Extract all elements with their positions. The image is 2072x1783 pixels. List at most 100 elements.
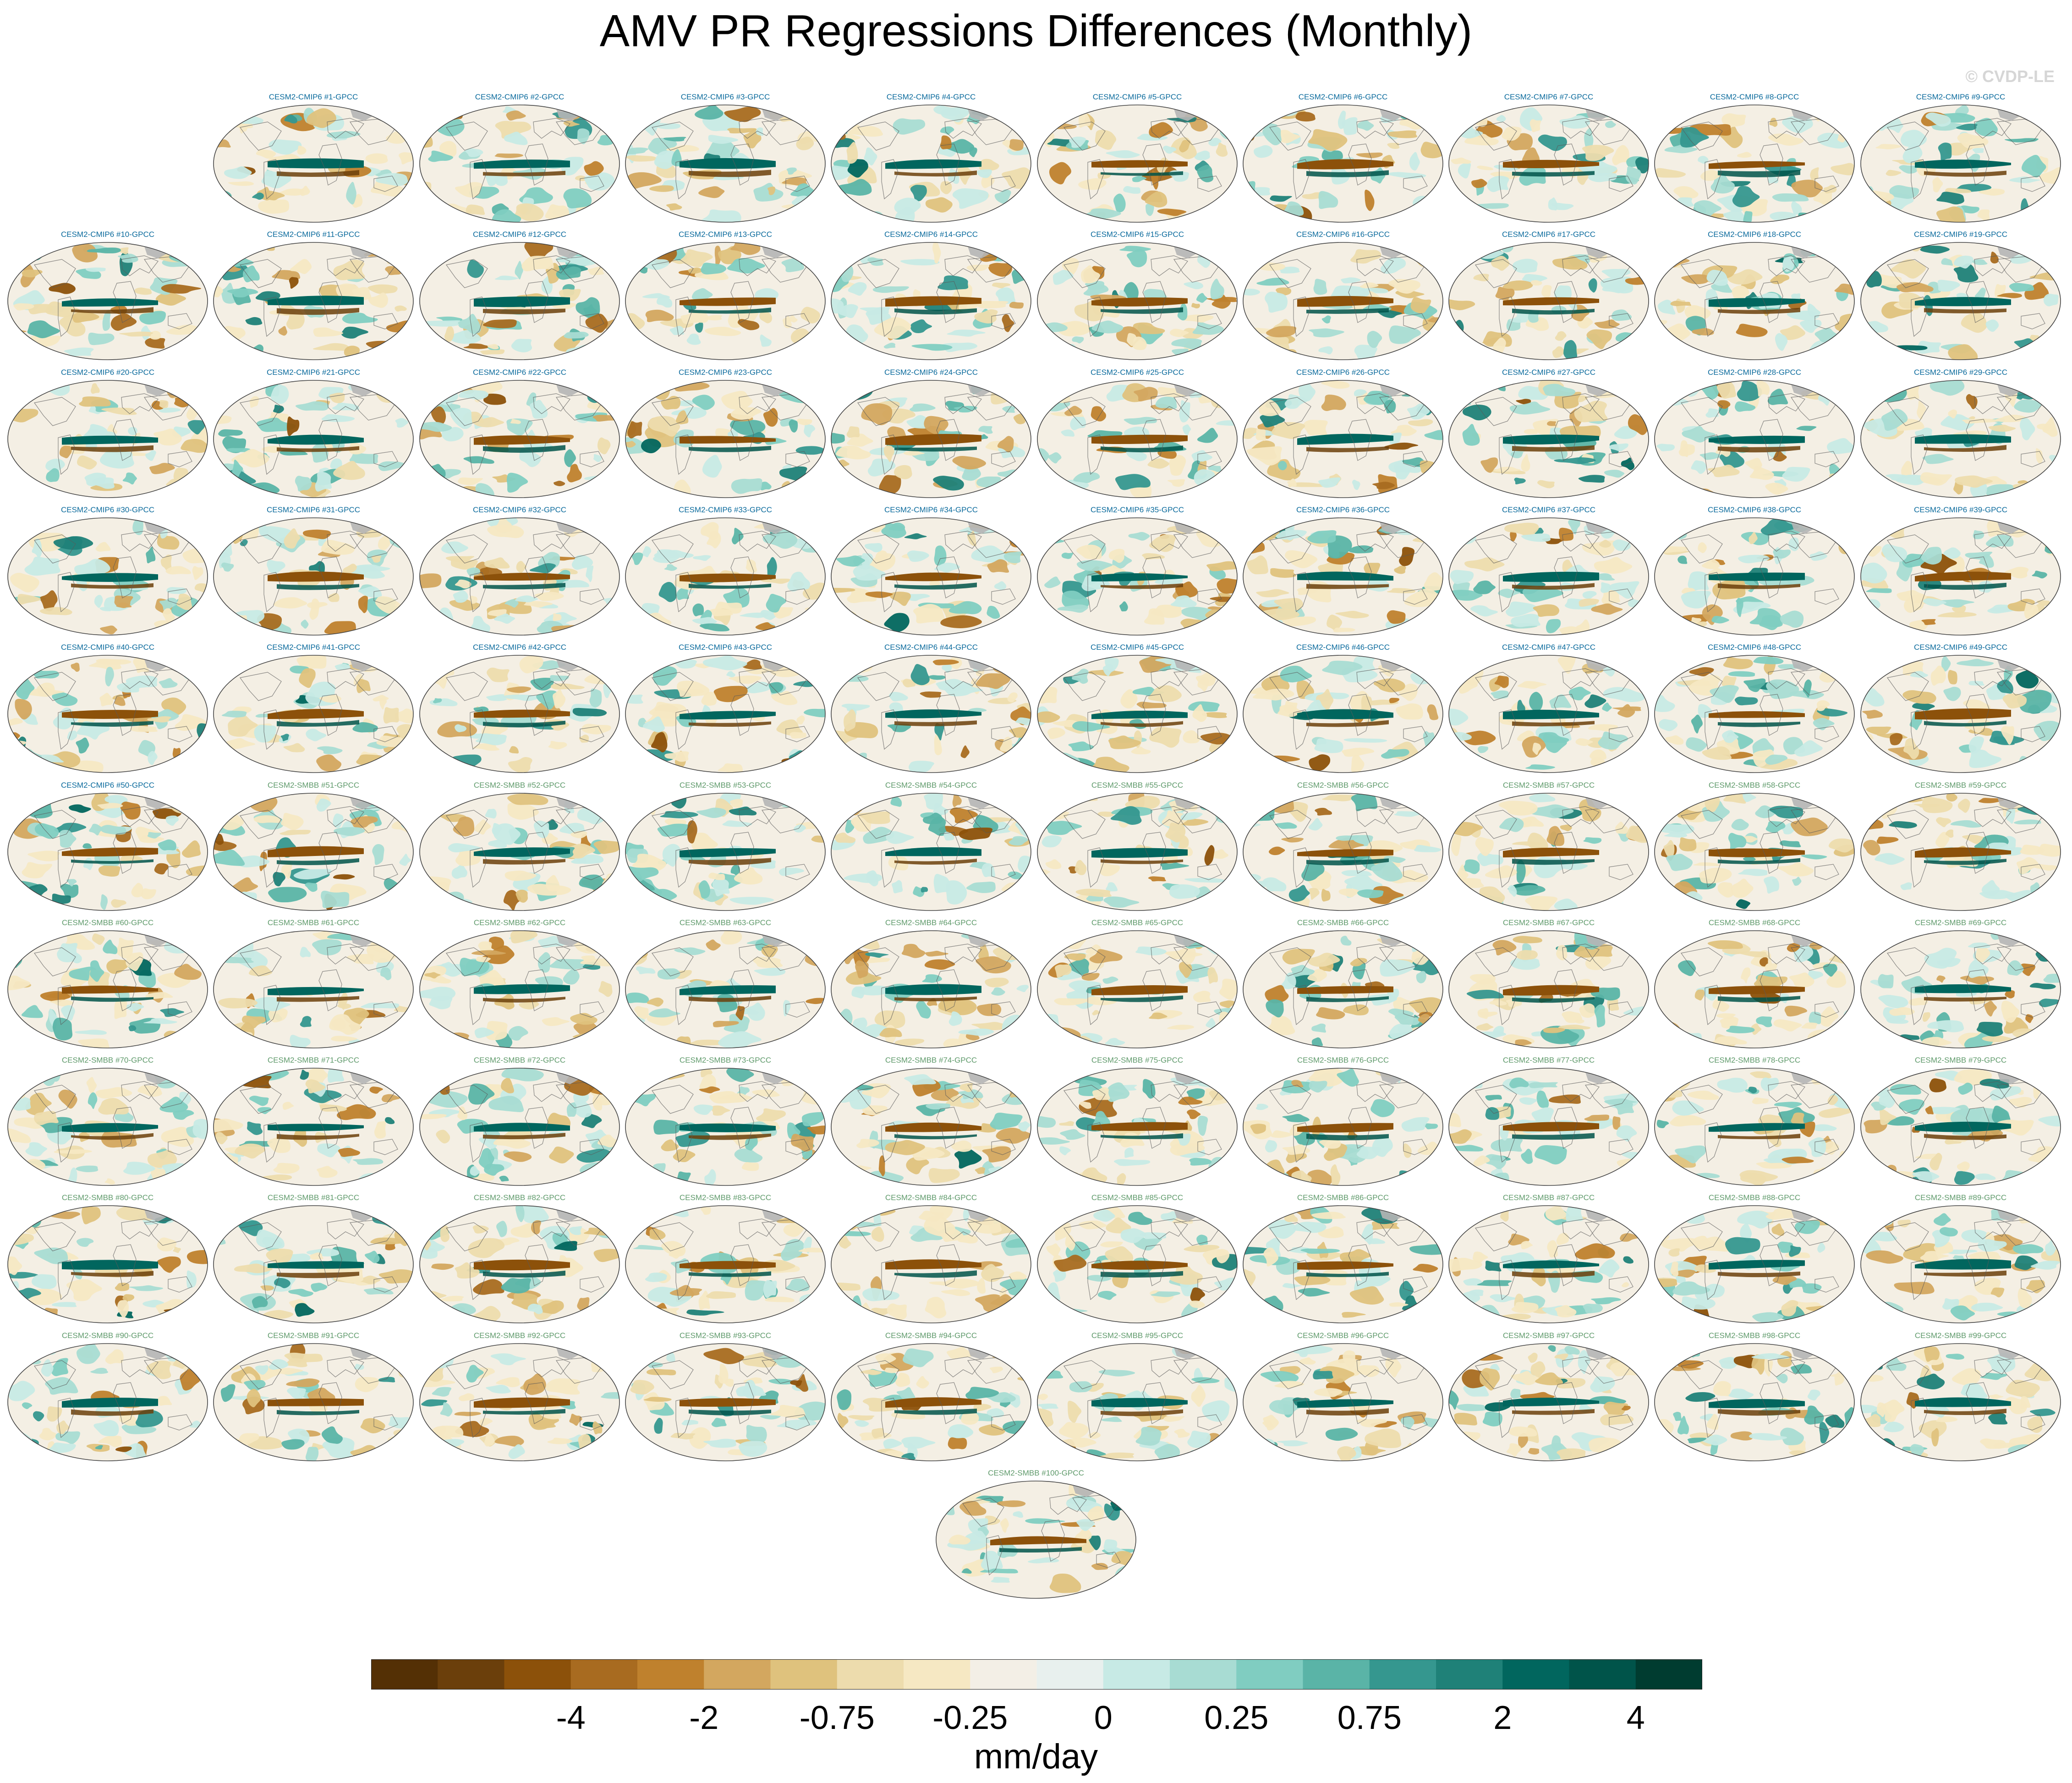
anomaly-region (1275, 822, 1297, 829)
coastline (1974, 806, 2012, 827)
precip-field (1449, 242, 1649, 360)
anomaly-region (429, 1304, 446, 1313)
coastline (1475, 121, 1517, 151)
anomaly-region (53, 536, 93, 550)
anomaly-region (158, 839, 176, 850)
anomaly-region (1756, 380, 1770, 397)
coastline (239, 672, 282, 701)
coastline (1680, 121, 1723, 151)
anomaly-region (395, 418, 409, 428)
anomaly-region (1204, 845, 1215, 866)
anomaly-region (234, 1143, 266, 1159)
anomaly-region (1254, 145, 1273, 158)
anomaly-region (511, 339, 532, 352)
anomaly-region (8, 1256, 22, 1275)
anomaly-region (274, 1278, 291, 1289)
anomaly-region (1394, 1038, 1416, 1048)
panel-title: CESM2-CMIP6 #26-GPCC (1296, 368, 1390, 377)
anomaly-region (625, 155, 657, 162)
anomaly-region (631, 1206, 645, 1226)
map-panel: CESM2-CMIP6 #39-GPCC (1860, 505, 2061, 638)
coastline (1475, 397, 1517, 426)
anomaly-region (759, 310, 773, 324)
coastline (936, 1107, 960, 1149)
panel-title: CESM2-SMBB #66-GPCC (1297, 918, 1389, 927)
anomaly-region (1124, 1147, 1134, 1158)
map-plot (1860, 517, 2061, 636)
anomaly-region (1519, 107, 1543, 131)
precip-field (1449, 1068, 1649, 1185)
anomaly-region (351, 816, 378, 828)
map-plot (419, 104, 620, 223)
map-panel: CESM2-CMIP6 #35-GPCC (1036, 505, 1238, 638)
anomaly-region (704, 327, 741, 336)
anomaly-region (1878, 995, 1908, 1009)
coastline (1379, 669, 1426, 696)
coastline (1403, 176, 1428, 192)
anomaly-region (1861, 562, 1887, 584)
anomaly-region (1184, 281, 1203, 290)
coastline (991, 313, 1016, 329)
anomaly-region (280, 829, 311, 835)
anomaly-region (793, 824, 806, 833)
anomaly-region (1184, 878, 1225, 883)
anomaly-region (1937, 612, 1977, 618)
coastline (1269, 534, 1311, 564)
anomaly-region (741, 1162, 759, 1171)
anomaly-region (232, 525, 259, 540)
anomaly-region (1464, 557, 1505, 571)
anomaly-region (648, 137, 677, 155)
anomaly-region (501, 1278, 531, 1294)
coastline (525, 143, 548, 186)
anomaly-region (753, 957, 783, 968)
anomaly-region (300, 1016, 312, 1027)
coastline (58, 572, 75, 613)
anomaly-region (1341, 117, 1358, 135)
anomaly-region (1632, 607, 1649, 620)
coastline (113, 419, 137, 461)
anomaly-region (1955, 475, 1993, 488)
anomaly-region (1179, 140, 1190, 153)
anomaly-region (1734, 697, 1758, 706)
anomaly-region (105, 667, 114, 686)
anomaly-region (2043, 1035, 2061, 1043)
coastline (785, 1001, 810, 1018)
coastline (1996, 394, 2044, 421)
anomaly-region (1655, 1169, 1676, 1182)
anomaly-region (645, 1273, 667, 1282)
coastline (318, 419, 342, 461)
anomaly-region (1009, 836, 1028, 846)
anomaly-region (1737, 152, 1752, 158)
coastline (1197, 451, 1222, 467)
anomaly-region (1246, 446, 1282, 466)
anomaly-region (1047, 452, 1062, 464)
anomaly-region (149, 463, 175, 474)
anomaly-region (371, 555, 382, 563)
anomaly-region (924, 959, 955, 970)
anomaly-region (1494, 675, 1509, 688)
anomaly-region (71, 311, 99, 323)
precip-field (1861, 1068, 2061, 1185)
anomaly-region (450, 408, 472, 429)
anomaly-region (610, 1087, 619, 1093)
anomaly-region (260, 1285, 274, 1291)
anomaly-region (480, 349, 505, 355)
anomaly-region (1137, 134, 1168, 141)
anomaly-region (1295, 111, 1316, 122)
anomaly-region (661, 395, 681, 410)
map-border (1860, 930, 2061, 1048)
anomaly-region (2001, 725, 2014, 745)
anomaly-region (1037, 532, 1051, 545)
coastline (1554, 969, 1578, 1011)
coastline (675, 296, 693, 337)
coastline (143, 1219, 191, 1246)
anomaly-region (1192, 704, 1207, 722)
coastline (1087, 434, 1105, 475)
panel-title: CESM2-CMIP6 #39-GPCC (1913, 505, 2008, 514)
anomaly-region (114, 595, 133, 609)
anomaly-region (1810, 167, 1819, 181)
panel-title: CESM2-SMBB #54-GPCC (885, 781, 977, 790)
equatorial-band (1512, 583, 1595, 590)
coastline (730, 969, 754, 1011)
anomaly-region (1499, 817, 1524, 832)
